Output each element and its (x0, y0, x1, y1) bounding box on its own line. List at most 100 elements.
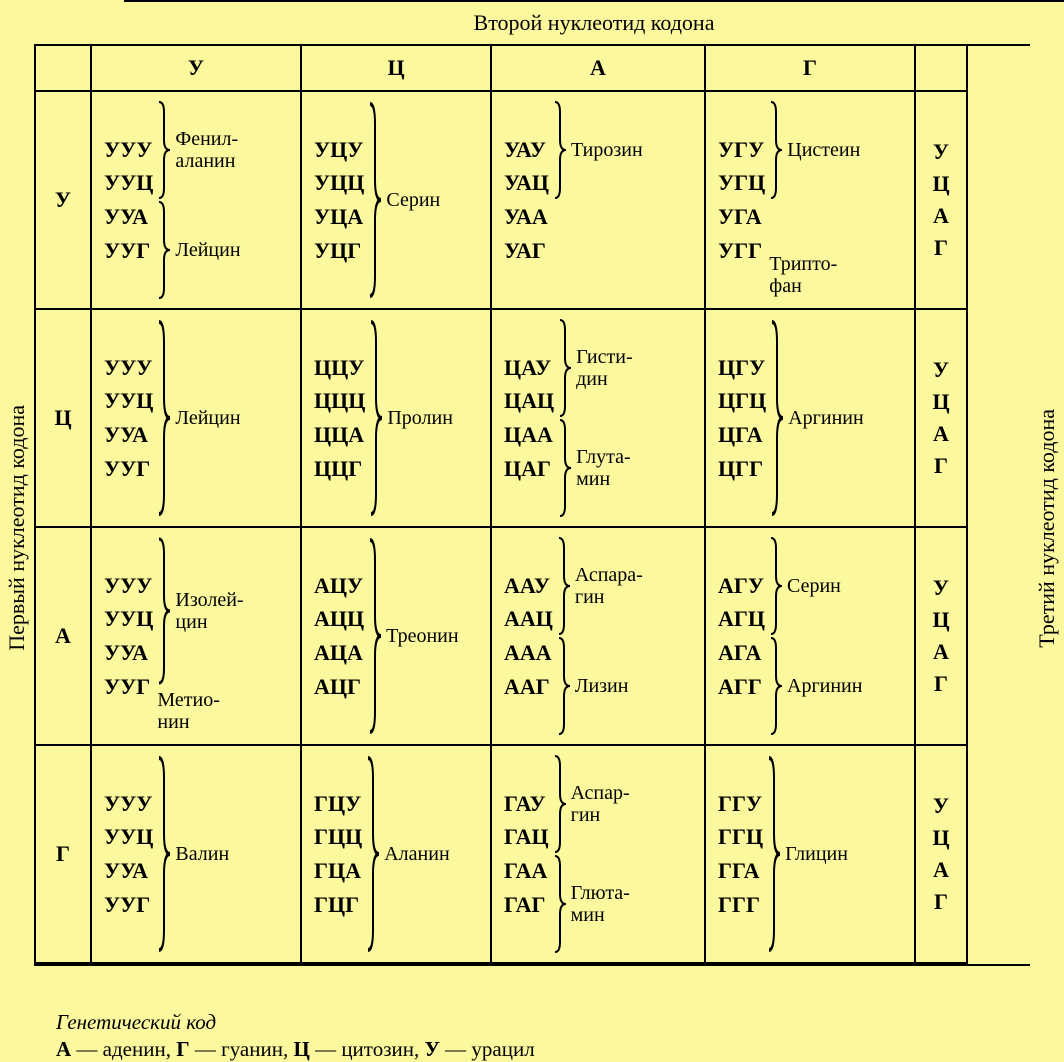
third-nucleotide-col: УЦАГ (916, 310, 968, 528)
bracket-icon (769, 536, 783, 636)
codon: УУГ (104, 890, 153, 920)
amino-acid-col: Треонин (368, 536, 480, 736)
bracket-icon (557, 536, 571, 636)
amino-acid-label: Лейцин (175, 239, 240, 261)
col-header: Ц (302, 46, 492, 92)
amino-acid-group: Аспар-гин (553, 754, 694, 854)
codon-list: ЦГУЦГЦЦГАЦГГ (718, 318, 766, 518)
row-header: Г (36, 746, 92, 964)
codon-cell: УГУУГЦУГАУГГ Цистеин Трипто-фан (706, 92, 916, 310)
col-header: Г (706, 46, 916, 92)
codon: АЦУ (314, 571, 364, 601)
corner-cell (916, 46, 968, 92)
second-nucleotide-label: Второй нуклеотид кодона (124, 0, 1064, 44)
third-nucleotide-col: УЦАГ (916, 528, 968, 746)
amino-acid-label: Аспар-гин (571, 782, 630, 826)
bracket-icon (157, 318, 171, 518)
bracket-icon (557, 636, 571, 736)
codon: УАГ (504, 236, 549, 266)
codon: ЦГА (718, 420, 766, 450)
amino-acid-label: Глицин (785, 843, 848, 865)
codon: УУУ (104, 789, 153, 819)
codon-cell: УЦУУЦЦУЦАУЦГ Серин (302, 92, 492, 310)
amino-acid-group: Метио-нин (157, 686, 290, 736)
amino-acid-label: Валин (175, 843, 229, 865)
codon: УАЦ (504, 168, 549, 198)
codon: АГЦ (718, 604, 765, 634)
codon: УУГ (104, 672, 153, 702)
amino-acid-group: Цистеин (769, 100, 904, 200)
codon-list: ЦАУЦАЦЦААЦАГ (504, 318, 554, 518)
codon: УУА (104, 638, 153, 668)
codon: АЦЦ (314, 604, 364, 634)
codon-cell: АЦУАЦЦ АЦА АЦГ Треонин (302, 528, 492, 746)
bracket-icon (767, 754, 781, 954)
codon: ГЦГ (314, 890, 362, 920)
codon: ГЦУ (314, 789, 362, 819)
codon: ААА (504, 638, 553, 668)
amino-acid-label: Пролин (387, 407, 453, 429)
bracket-icon (769, 100, 783, 200)
amino-acid-group: Пролин (369, 318, 480, 518)
amino-acid-group: Аргинин (770, 318, 904, 518)
amino-acid-label: Лейцин (175, 407, 240, 429)
codon: ЦГУ (718, 353, 766, 383)
codon-cell: ААУААЦАААААГ Аспара-гин Лизин (492, 528, 706, 746)
amino-acid-label: Метио-нин (157, 689, 220, 733)
amino-acid-group (553, 200, 694, 300)
amino-acid-group: Глута-мин (558, 418, 694, 518)
amino-acid-col: Пролин (369, 318, 480, 518)
bracket-icon (157, 100, 171, 200)
codon: УУЦ (104, 822, 153, 852)
amino-acid-group: Изолей-цин (157, 536, 290, 686)
amino-acid-group: Лизин (557, 636, 694, 736)
codon-list: УУУУУЦУУАУУГ (104, 318, 153, 518)
amino-acid-label: Изолей-цин (175, 589, 243, 633)
codon-list: ГГУГГЦГГАГГГ (718, 754, 763, 954)
codon: ГГЦ (718, 822, 763, 852)
caption: Генетический код А — аденин, Г — гуанин,… (56, 1010, 1064, 1062)
amino-acid-group: Аланин (366, 754, 480, 954)
codon: ЦЦА (314, 420, 365, 450)
codon: ЦАУ (504, 353, 554, 383)
codon-list: ААУААЦАААААГ (504, 536, 553, 736)
codon: УУУ (104, 353, 153, 383)
codon-cell: ЦЦУЦЦЦЦЦАЦЦГ Пролин (302, 310, 492, 528)
amino-acid-label: Трипто-фан (769, 253, 837, 297)
codon: АГА (718, 638, 765, 668)
amino-acid-col: Цистеин Трипто-фан (769, 100, 904, 300)
amino-acid-label: Глута-мин (576, 446, 631, 490)
bracket-icon (553, 100, 567, 200)
first-nucleotide-label: Первый нуклеотид кодона (0, 90, 34, 966)
amino-acid-label: Серин (787, 575, 841, 597)
bracket-icon (553, 854, 567, 954)
codon: ГАА (504, 856, 549, 886)
codon: АГУ (718, 571, 765, 601)
codon-list: УУУУУЦУУАУУГ (104, 100, 153, 300)
amino-acid-label: Лизин (575, 675, 629, 697)
codon: УГУ (718, 135, 765, 165)
codon: УУУ (104, 571, 153, 601)
bracket-icon (157, 200, 171, 300)
amino-acid-col: Глицин (767, 754, 904, 954)
codon-cell: УУУУУЦУУАУУГ Фенил-аланин Лейцин (92, 92, 302, 310)
codon-table: УЦАГУ УУУУУЦУУАУУГ Фенил-аланин Лейцин У… (34, 44, 1030, 966)
amino-acid-group: Глицин (767, 754, 904, 954)
codon-cell: УУУУУЦУУАУУГ Валин (92, 746, 302, 964)
amino-acid-col: Изолей-цин Метио-нин (157, 536, 290, 736)
amino-acid-group: Треонин (368, 536, 480, 736)
amino-acid-label: Тирозин (571, 139, 643, 161)
bracket-icon (769, 636, 783, 736)
codon: АЦА (314, 638, 364, 668)
codon-list: ЦЦУЦЦЦЦЦАЦЦГ (314, 318, 365, 518)
row-header: У (36, 92, 92, 310)
codon: АЦГ (314, 672, 364, 702)
amino-acid-group (769, 200, 904, 250)
codon-list: УУУУУЦУУАУУГ (104, 754, 153, 954)
codon: ЦЦЦ (314, 386, 365, 416)
codon: ГАУ (504, 789, 549, 819)
codon-cell: УУУУУЦУУАУУГ Изолей-цин Метио-нин (92, 528, 302, 746)
amino-acid-label: Аспара-гин (575, 564, 643, 608)
amino-acid-col: Лейцин (157, 318, 290, 518)
amino-acid-label: Аланин (384, 843, 449, 865)
